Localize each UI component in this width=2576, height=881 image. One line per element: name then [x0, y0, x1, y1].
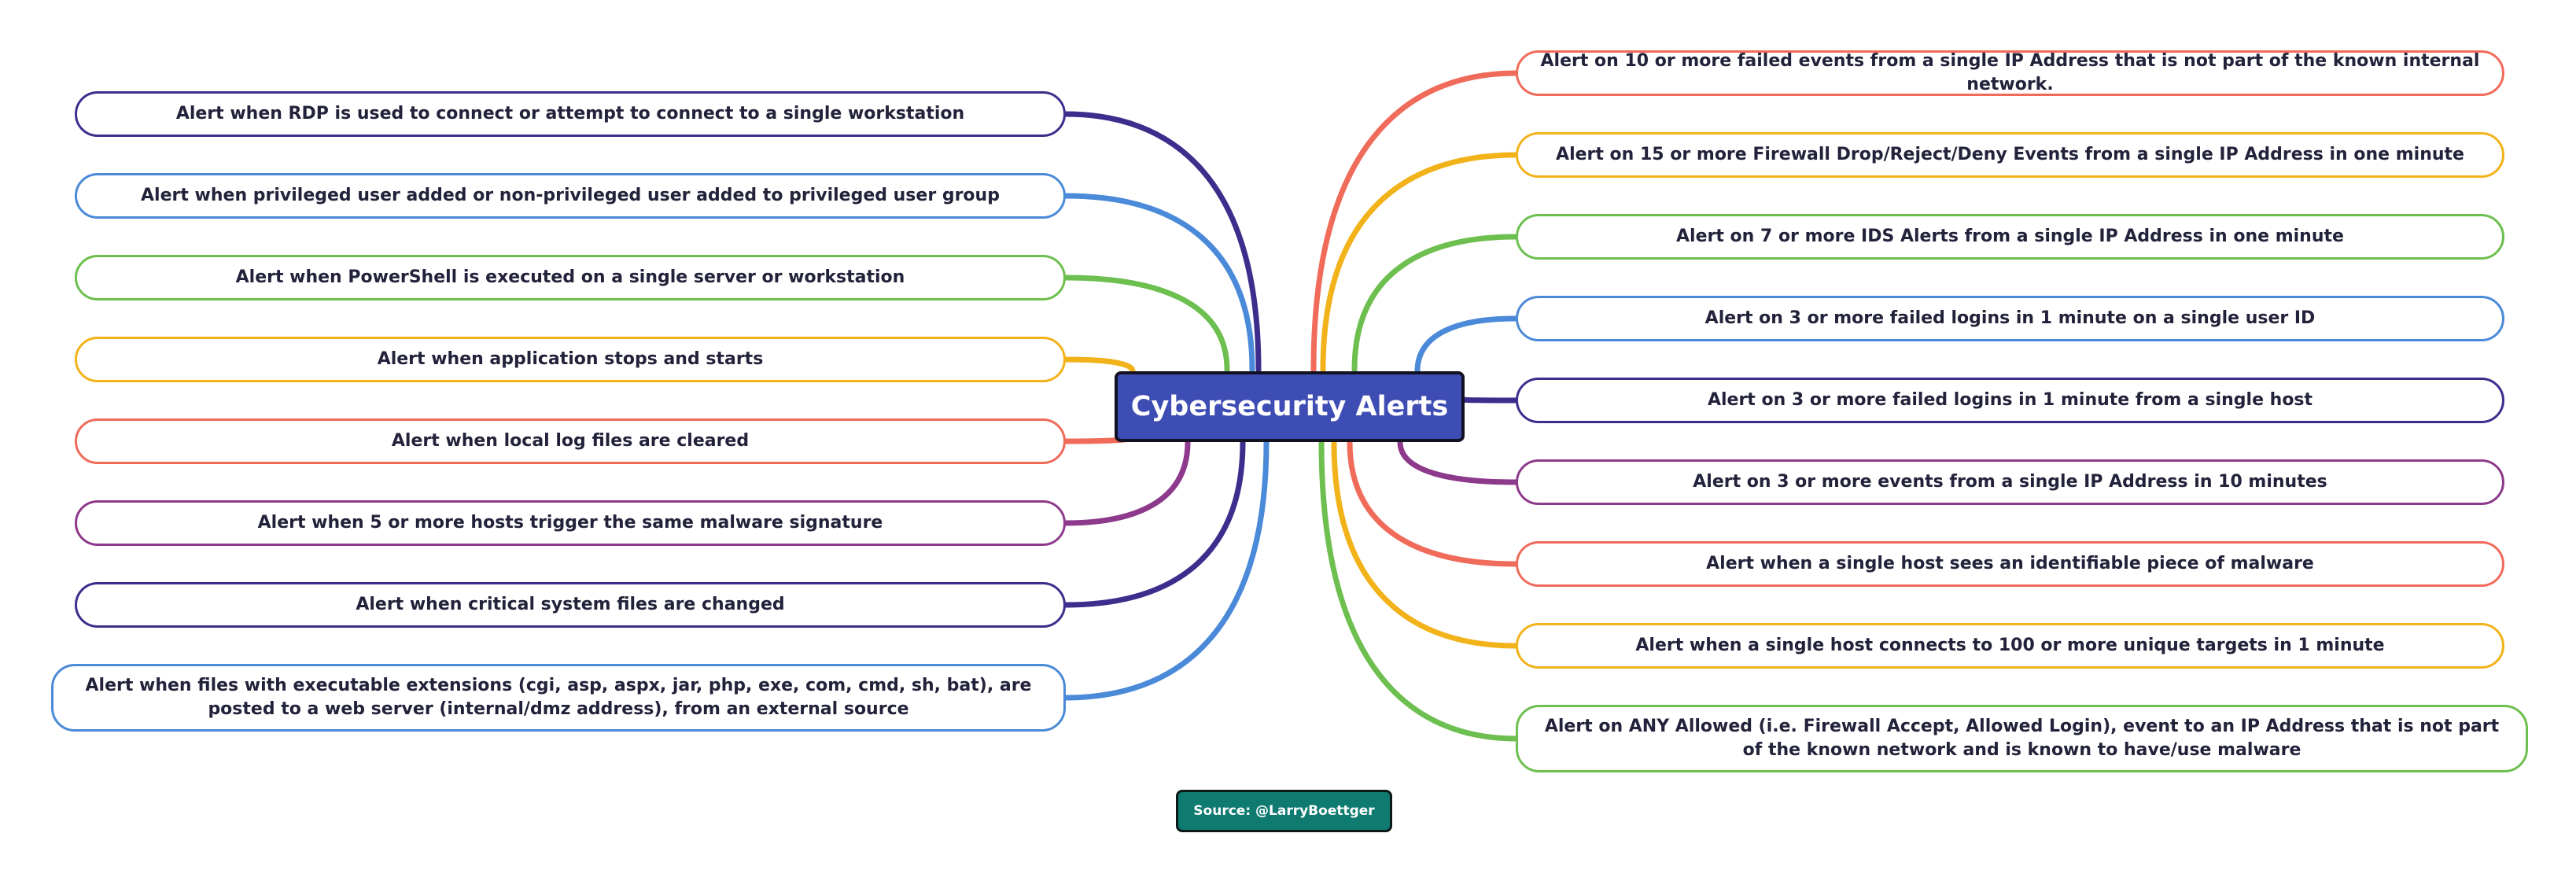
left-alert-node-5[interactable]: Alert when local log files are cleared: [75, 418, 1066, 464]
source-badge: Source: @LarryBoettger: [1176, 790, 1392, 832]
left-alert-node-3[interactable]: Alert when PowerShell is executed on a s…: [75, 255, 1066, 300]
left-alert-node-1[interactable]: Alert when RDP is used to connect or att…: [75, 91, 1066, 137]
left-connector-6: [1063, 439, 1191, 526]
left-connector-2: [1063, 193, 1255, 373]
right-connector-6: [1397, 439, 1519, 485]
left-alert-label: Alert when files with executable extensi…: [85, 675, 1032, 719]
left-alert-node-2[interactable]: Alert when privileged user added or non-…: [75, 173, 1066, 219]
right-alert-node-1[interactable]: Alert on 10 or more failed events from a…: [1516, 50, 2504, 96]
right-connector-8: [1331, 439, 1519, 649]
left-alert-label: Alert when PowerShell is executed on a s…: [235, 267, 905, 287]
right-alert-label: Alert on ANY Allowed (i.e. Firewall Acce…: [1544, 716, 2500, 760]
left-alert-node-6[interactable]: Alert when 5 or more hosts trigger the s…: [75, 500, 1066, 546]
left-connector-1: [1063, 111, 1262, 373]
right-alert-node-5[interactable]: Alert on 3 or more failed logins in 1 mi…: [1516, 378, 2504, 423]
right-alert-label: Alert on 3 or more events from a single …: [1693, 471, 2327, 492]
right-alert-label: Alert on 7 or more IDS Alerts from a sin…: [1676, 226, 2344, 246]
right-alert-label: Alert on 3 or more failed logins in 1 mi…: [1704, 308, 2316, 328]
left-alert-label: Alert when local log files are cleared: [391, 430, 750, 451]
left-alert-label: Alert when critical system files are cha…: [356, 594, 785, 614]
right-connector-1: [1310, 70, 1519, 373]
right-connector-7: [1347, 439, 1519, 567]
left-alert-node-4[interactable]: Alert when application stops and starts: [75, 337, 1066, 382]
left-alert-label: Alert when privileged user added or non-…: [141, 185, 1000, 205]
right-alert-node-4[interactable]: Alert on 3 or more failed logins in 1 mi…: [1516, 296, 2504, 341]
left-alert-node-7[interactable]: Alert when critical system files are cha…: [75, 582, 1066, 628]
right-alert-node-2[interactable]: Alert on 15 or more Firewall Drop/Reject…: [1516, 132, 2504, 178]
right-connector-9: [1318, 439, 1519, 742]
right-alert-node-8[interactable]: Alert when a single host connects to 100…: [1516, 623, 2504, 669]
right-alert-node-9[interactable]: Alert on ANY Allowed (i.e. Firewall Acce…: [1516, 705, 2528, 772]
left-alert-node-8[interactable]: Alert when files with executable extensi…: [51, 664, 1066, 732]
left-alert-label: Alert when RDP is used to connect or att…: [175, 103, 965, 123]
right-alert-label: Alert when a single host connects to 100…: [1635, 635, 2385, 655]
right-alert-label: Alert on 10 or more failed events from a…: [1540, 50, 2480, 94]
left-alert-label: Alert when application stops and starts: [377, 348, 764, 369]
left-alert-label: Alert when 5 or more hosts trigger the s…: [257, 512, 883, 533]
left-connector-4: [1063, 356, 1136, 374]
right-alert-node-7[interactable]: Alert when a single host sees an identif…: [1516, 541, 2504, 587]
right-alert-label: Alert on 15 or more Firewall Drop/Reject…: [1556, 144, 2464, 164]
right-alert-node-6[interactable]: Alert on 3 or more events from a single …: [1516, 459, 2504, 505]
left-connector-7: [1063, 439, 1246, 608]
left-connector-8: [1063, 439, 1270, 701]
right-connector-2: [1320, 152, 1519, 373]
right-alert-node-3[interactable]: Alert on 7 or more IDS Alerts from a sin…: [1516, 214, 2504, 260]
right-connector-4: [1414, 315, 1519, 374]
central-topic[interactable]: Cybersecurity Alerts: [1115, 371, 1465, 442]
right-alert-label: Alert on 3 or more failed logins in 1 mi…: [1707, 389, 2313, 410]
left-connector-3: [1063, 275, 1230, 373]
right-alert-label: Alert when a single host sees an identif…: [1706, 553, 2314, 573]
right-connector-3: [1351, 234, 1519, 373]
